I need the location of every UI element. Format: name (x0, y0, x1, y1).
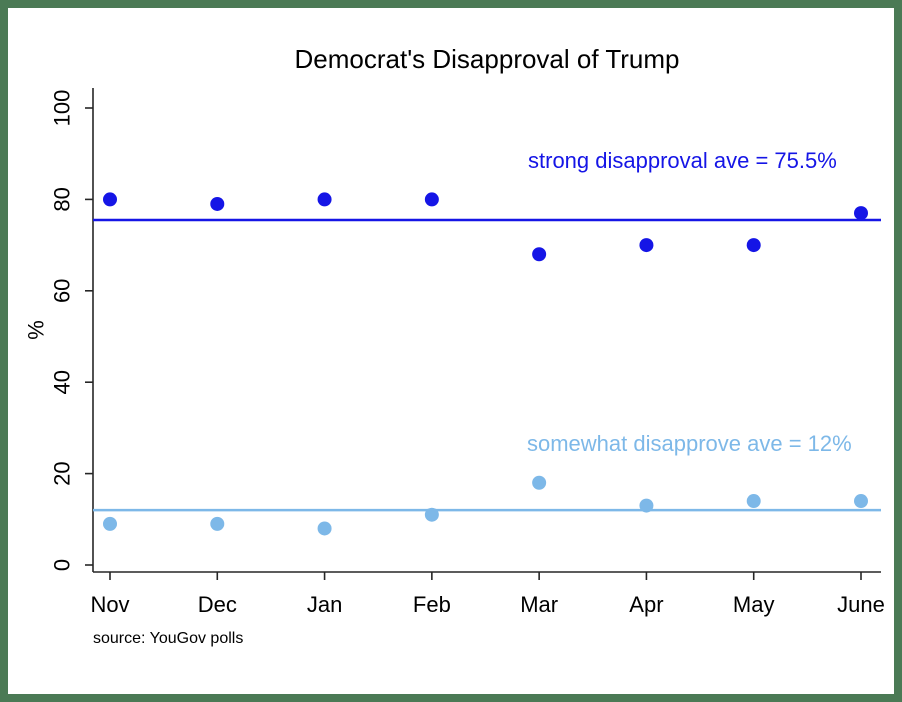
data-point (639, 498, 654, 513)
y-axis-tick-label: 20 (50, 461, 75, 485)
data-point (424, 192, 439, 207)
x-axis-tick-label: Dec (198, 592, 237, 617)
data-point (532, 475, 547, 490)
data-point (103, 516, 117, 531)
data-point (424, 507, 439, 522)
data-point (854, 206, 868, 221)
x-axis-tick-label: June (837, 592, 885, 617)
data-point (532, 247, 547, 262)
data-point (210, 516, 225, 531)
data-point (210, 196, 225, 211)
x-axis-tick-label: Jan (307, 592, 342, 617)
chart-title: Democrat's Disapproval of Trump (294, 44, 680, 74)
y-axis-tick-label: 80 (50, 187, 75, 211)
data-point (639, 238, 654, 253)
y-axis-tick-label: 100 (50, 90, 75, 127)
x-axis-tick-label: Mar (520, 592, 558, 617)
y-axis-tick-label: 40 (50, 370, 75, 394)
data-point (746, 238, 761, 253)
y-axis-tick-label: 60 (50, 279, 75, 303)
somewhat-disapprove-annotation: somewhat disapprove ave = 12% (527, 431, 852, 456)
data-point (746, 494, 761, 509)
data-point (854, 494, 868, 509)
x-axis-tick-label: May (733, 592, 775, 617)
y-axis-title: % (24, 320, 49, 340)
source-note: source: YouGov polls (93, 630, 244, 647)
x-axis-tick-label: Feb (413, 592, 451, 617)
data-point (317, 192, 332, 207)
y-axis-tick-label: 0 (50, 559, 75, 571)
x-axis-tick-label: Nov (90, 592, 129, 617)
strong-disapproval-annotation: strong disapproval ave = 75.5% (528, 148, 837, 173)
data-point (317, 521, 332, 536)
data-point (103, 192, 117, 207)
plot-area: 0 20 40 60 80 100% Nov Dec Jan Feb Mar Apr May June (24, 88, 885, 617)
x-axis-tick-label: Apr (629, 592, 663, 617)
